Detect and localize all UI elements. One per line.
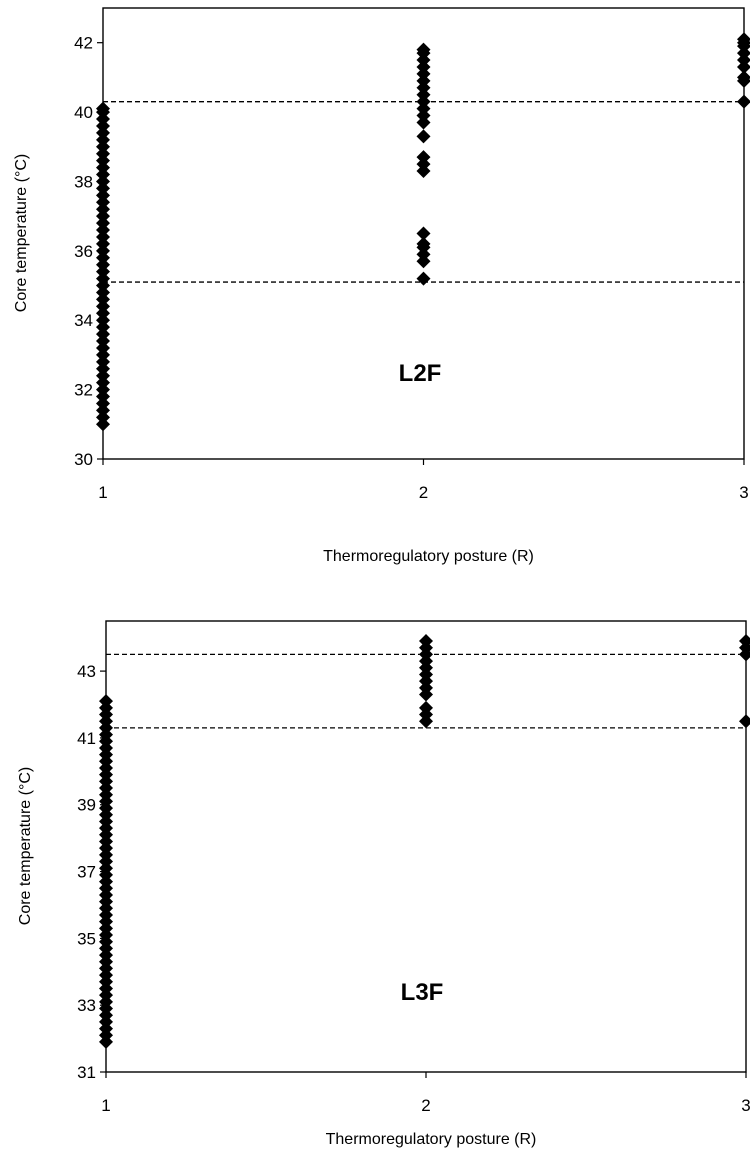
chart1-data-point [416, 226, 431, 241]
chart2-y-tick-label: 43 [77, 662, 96, 681]
chart1-data-point [416, 42, 431, 57]
chart1-data-point [96, 101, 110, 116]
chart1-x-axis-label: Thermoregulatory posture (R) [323, 548, 534, 565]
chart2-y-tick-label: 37 [77, 863, 96, 882]
chart1-y-tick-label: 36 [74, 242, 93, 261]
chart1-data-point [416, 236, 431, 251]
chart1-data-point [416, 129, 431, 144]
chart1-y-axis-label: Core temperature (°C) [13, 154, 30, 312]
chart1-panel-label: L2F [399, 360, 442, 387]
chart1-y-tick-label: 42 [74, 34, 93, 53]
chart1-data-point [737, 70, 750, 85]
chart2-data-point [739, 714, 750, 729]
chart2-x-axis-label: Thermoregulatory posture (R) [326, 1131, 537, 1148]
chart1-data-point [416, 150, 431, 165]
chart2-data-point [419, 700, 433, 715]
chart2-x-tick-label: 2 [421, 1096, 430, 1115]
chart2-x-tick-label: 3 [741, 1096, 750, 1115]
chart1-y-tick-label: 38 [74, 172, 93, 191]
chart1-x-tick-label: 2 [419, 483, 428, 502]
chart1-y-tick-label: 34 [74, 311, 93, 330]
chart1-data-point [737, 32, 750, 47]
chart1-y-tick-label: 40 [74, 103, 93, 122]
chart1-data-point [416, 271, 431, 286]
chart2-data-point [99, 694, 113, 709]
chart2-data-point [739, 634, 750, 649]
chart2-y-tick-label: 41 [77, 729, 96, 748]
chart1-y-tick-label: 30 [74, 450, 93, 469]
chart2-x-tick-label: 1 [101, 1096, 110, 1115]
chart1-data-point [737, 94, 750, 109]
chart2-y-tick-label: 31 [77, 1063, 96, 1082]
chart1-x-tick-label: 1 [98, 483, 107, 502]
chart2-y-tick-label: 39 [77, 796, 96, 815]
chart2-panel-label: L3F [401, 979, 444, 1006]
chart2-data-point [419, 634, 433, 649]
chart2-y-tick-label: 35 [77, 929, 96, 948]
chart1-y-tick-label: 32 [74, 381, 93, 400]
chart2-y-axis-label: Core temperature (°C) [17, 767, 34, 925]
chart1-x-tick-label: 3 [739, 483, 748, 502]
chart2-y-tick-label: 33 [77, 996, 96, 1015]
